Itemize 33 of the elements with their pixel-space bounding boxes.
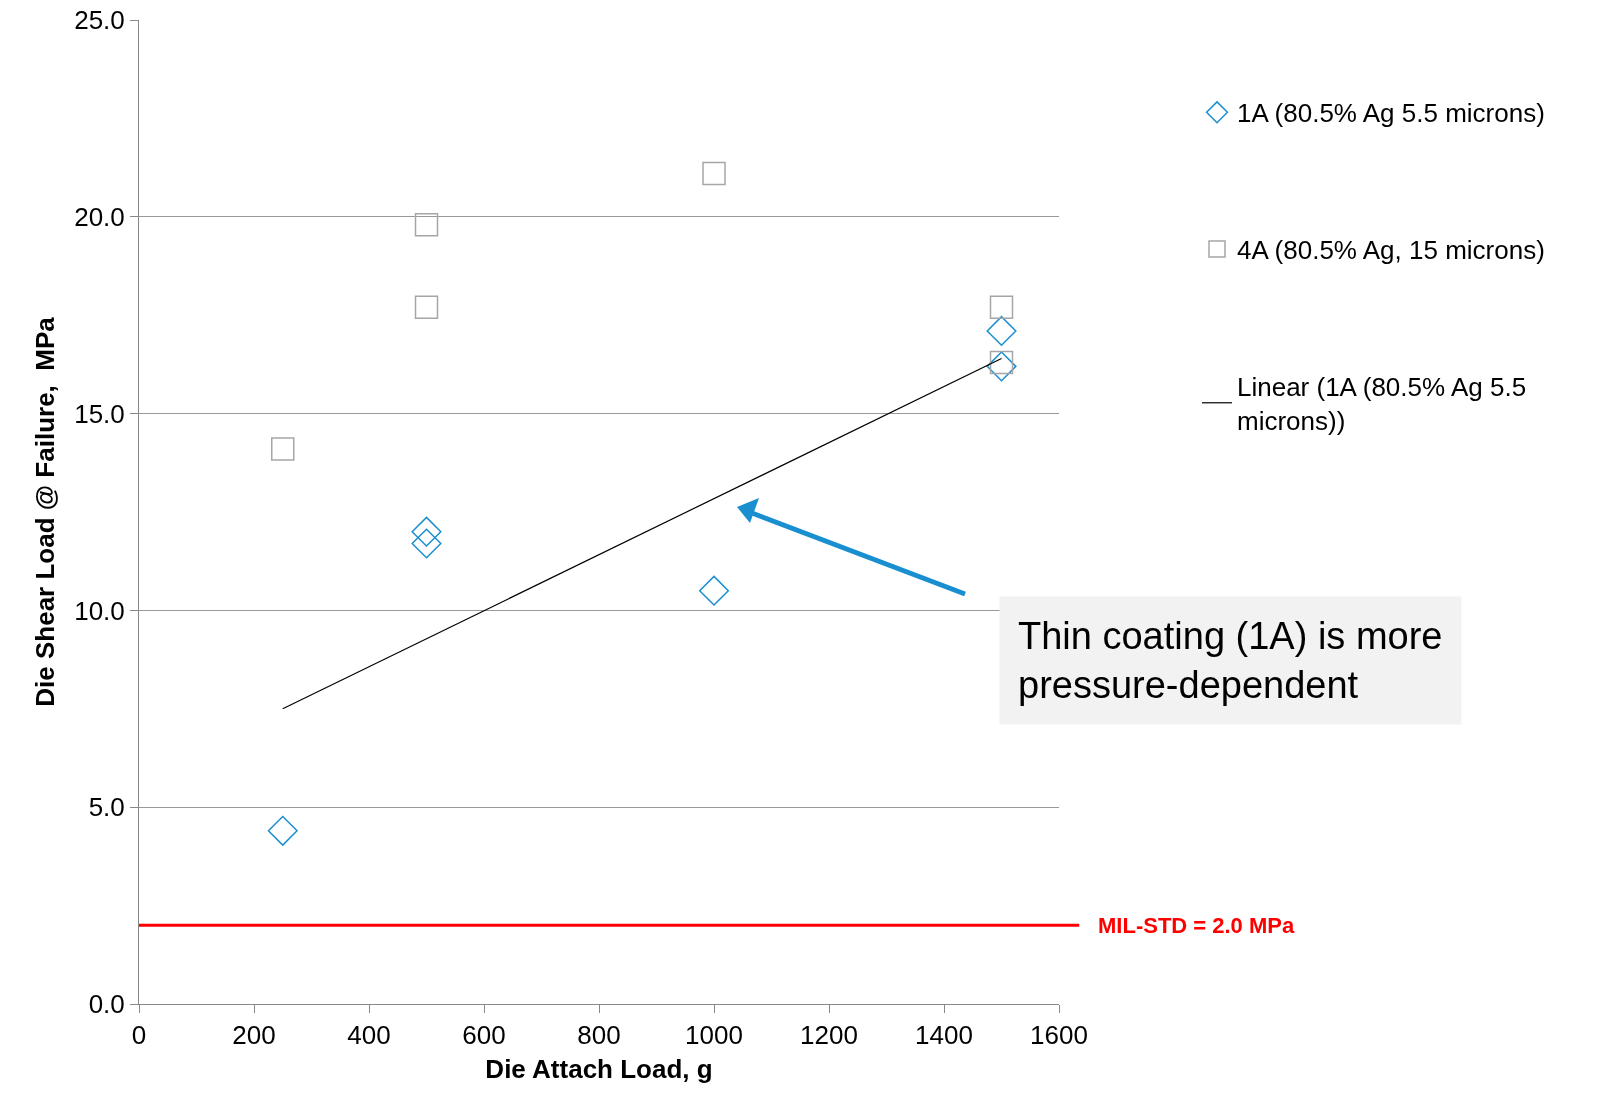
point	[702, 161, 726, 186]
y-tick-label: 20.0	[74, 201, 125, 232]
x-tick-label: 0	[131, 1020, 147, 1051]
point	[411, 516, 442, 547]
point	[267, 815, 298, 846]
y-axis-title: Die Shear Load @ Failure, MPa	[29, 316, 60, 707]
y-tick-label: 25.0	[74, 5, 125, 36]
legend-label: Linear (1A (80.5% Ag 5.5 microns))	[1237, 372, 1527, 436]
ref-line-label: MIL-STD = 2.0 MPa	[1098, 913, 1295, 938]
x-tick-label: 200	[232, 1020, 276, 1051]
legend-label: 1A (80.5% Ag 5.5 microns)	[1237, 98, 1545, 129]
y-tick-label: 0.0	[88, 989, 125, 1020]
x-tick-label: 1000	[685, 1020, 743, 1051]
point	[271, 437, 295, 461]
x-tick-label: 1600	[1030, 1020, 1088, 1051]
y-tick-label: 15.0	[74, 398, 125, 429]
legend-label: 4A (80.5% Ag, 15 microns)	[1237, 235, 1545, 266]
x-tick-label: 1200	[800, 1020, 858, 1051]
x-tick-label: 600	[462, 1020, 506, 1051]
point	[989, 295, 1014, 320]
x-tick-label: 1400	[915, 1020, 973, 1051]
point	[411, 528, 442, 559]
point	[986, 315, 1017, 346]
x-axis-title: Die Attach Load, g	[485, 1053, 713, 1084]
point	[698, 575, 730, 606]
x-tick-label: 400	[347, 1020, 391, 1051]
x-tick-label: 800	[577, 1020, 621, 1051]
y-tick-label: 10.0	[74, 595, 125, 626]
point	[414, 212, 439, 237]
point	[414, 295, 439, 320]
point	[986, 351, 1017, 382]
y-tick-label: 5.0	[88, 792, 125, 823]
annotation: Thin coating (1A) is more pressure-dependent	[1018, 615, 1443, 707]
